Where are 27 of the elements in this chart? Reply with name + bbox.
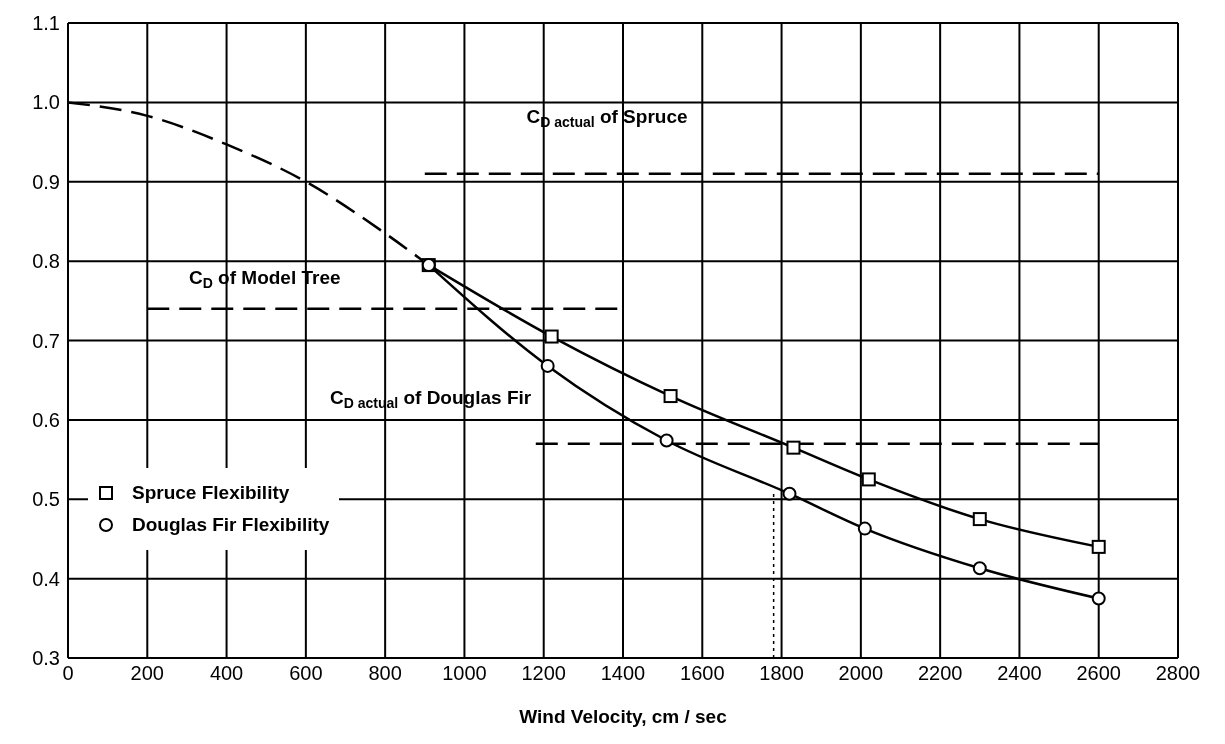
x-tick-label: 2000 — [838, 662, 884, 685]
y-tick-label: 0.5 — [32, 488, 60, 511]
x-tick-label: 600 — [289, 662, 323, 685]
y-tick-label: 0.6 — [32, 408, 60, 431]
x-axis-title: Wind Velocity, cm / sec — [519, 706, 728, 727]
x-tick-label: 2800 — [1155, 662, 1201, 685]
x-tick-label: 1200 — [521, 662, 566, 685]
x-tick-label: 2600 — [1076, 662, 1121, 685]
y-tick-label: 0.9 — [32, 170, 60, 193]
y-tick-label: 1.0 — [32, 91, 60, 114]
y-tick-label: 0.7 — [32, 329, 60, 352]
x-tick-label: 200 — [130, 662, 164, 685]
x-tick-label: 400 — [209, 662, 244, 685]
x-tick-label: 1400 — [600, 662, 646, 685]
y-tick-label: 0.8 — [32, 250, 60, 273]
y-tick-label: 1.1 — [32, 12, 60, 35]
y-tick-label: 0.3 — [32, 647, 60, 670]
x-tick-label: 1000 — [442, 662, 487, 685]
y-tick-label: 0.4 — [32, 567, 60, 590]
legend-label: Douglas Fir Flexibility — [132, 514, 330, 536]
legend-label: Spruce Flexibility — [132, 482, 290, 504]
x-tick-label: 2200 — [917, 662, 963, 685]
x-tick-label: 1600 — [680, 662, 725, 685]
x-tick-label: 1800 — [759, 662, 804, 685]
x-tick-label: 0 — [62, 662, 74, 685]
x-tick-label: 800 — [368, 662, 402, 685]
x-tick-label: 2400 — [997, 662, 1042, 685]
